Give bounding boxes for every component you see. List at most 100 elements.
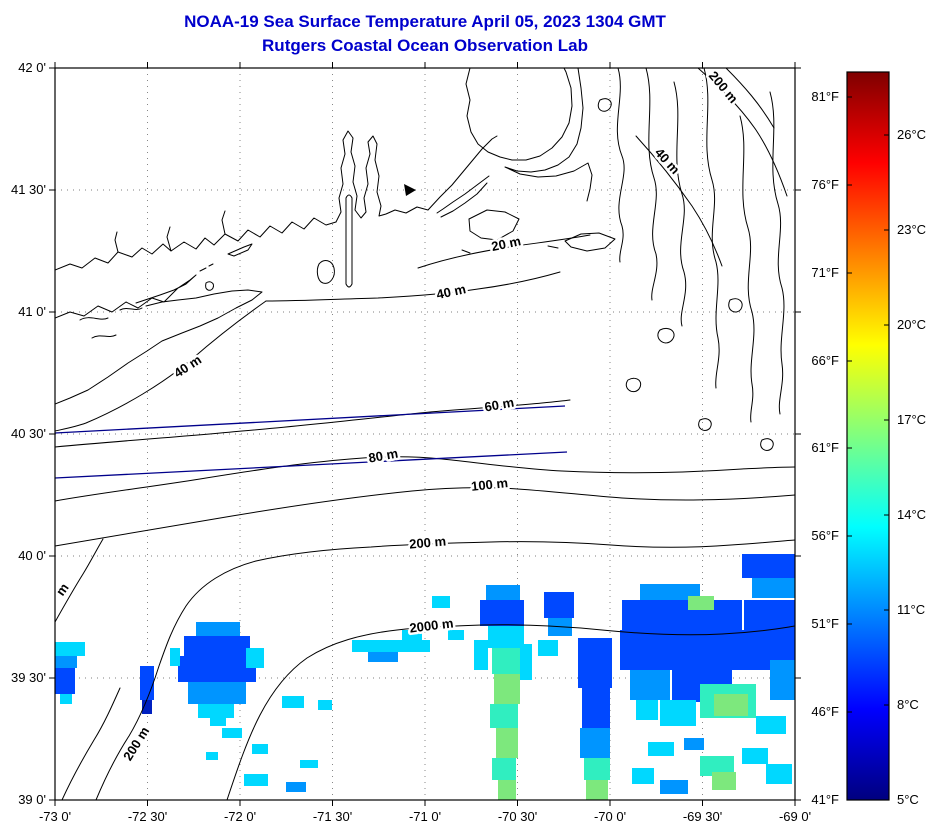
x-tick-label: -69 0'	[779, 809, 811, 824]
transect-line-lower	[55, 451, 568, 479]
sst-patch	[584, 758, 610, 780]
colorbar-f-label: 71°F	[811, 265, 839, 280]
sst-patch	[660, 700, 696, 726]
sst-patch	[520, 644, 532, 680]
contour-200m	[95, 539, 795, 800]
sst-patch	[490, 704, 518, 728]
sst-patch	[494, 674, 520, 704]
sst-patch	[636, 700, 658, 720]
colorbar-f-label: 66°F	[811, 353, 839, 368]
contour-40m-west	[55, 300, 267, 432]
y-tick-label: 41 0'	[18, 304, 46, 319]
x-tick-label: -72 30'	[128, 809, 167, 824]
sst-patch	[498, 780, 516, 800]
y-tick-label: 40 30'	[11, 426, 46, 441]
colorbar-c-label: 8°C	[897, 697, 919, 712]
sst-patch	[486, 585, 520, 602]
annotation-arrow	[404, 184, 416, 196]
sst-patch	[318, 700, 332, 710]
x-tick-label: -72 0'	[224, 809, 256, 824]
colorbar-f-label: 76°F	[811, 177, 839, 192]
sst-patch	[496, 728, 518, 758]
sst-patch	[488, 626, 524, 648]
nearshore-squiggles	[79, 307, 143, 339]
sst-patch	[352, 640, 430, 652]
sst-patch	[538, 640, 558, 656]
contour-label: 20 m	[490, 233, 522, 254]
sst-patch	[286, 782, 306, 792]
sst-patch	[170, 648, 180, 666]
coastlines	[55, 68, 616, 405]
x-tick-label: -70 30'	[498, 809, 537, 824]
sst-patch	[210, 718, 226, 726]
coast-buzzards-bay	[427, 135, 498, 211]
colorbar-c-label: 20°C	[897, 317, 926, 332]
sst-patch	[300, 760, 318, 768]
sst-patch	[700, 756, 734, 776]
x-tick-label: -71 0'	[409, 809, 441, 824]
sst-patch	[432, 596, 450, 608]
sst-patch	[252, 744, 268, 754]
sst-patch	[60, 694, 72, 704]
sst-patch	[712, 772, 736, 790]
colorbar-c-label: 14°C	[897, 507, 926, 522]
track-outline	[345, 194, 353, 288]
sst-patch	[582, 688, 610, 728]
sst-patch	[206, 752, 218, 760]
sst-patch	[140, 666, 154, 700]
contour-left-edge	[55, 538, 104, 623]
page-subtitle: Rutgers Coastal Ocean Observation Lab	[262, 36, 588, 55]
sst-patch	[688, 596, 714, 610]
sst-patch	[55, 642, 85, 656]
colorbar-celsius-scale: 26°C 23°C 20°C 17°C 14°C 11°C 8°C 5°C	[884, 127, 926, 807]
sst-patch	[766, 764, 792, 784]
sst-patch	[448, 630, 464, 640]
colorbar-f-label: 51°F	[811, 616, 839, 631]
colorbar-gradient	[846, 71, 890, 801]
contour-label: 200 m	[706, 68, 741, 106]
contour-label: 60 m	[483, 395, 515, 415]
sst-patch	[752, 578, 795, 598]
contour-label: 80 m	[367, 446, 399, 466]
sst-patch	[544, 592, 574, 618]
transect-lines	[55, 184, 568, 479]
sst-patch	[684, 738, 704, 750]
sst-patch	[244, 774, 268, 786]
island-fishers	[227, 243, 253, 257]
colorbar-f-label: 41°F	[811, 792, 839, 807]
contour-label: 2000 m	[409, 615, 455, 635]
colorbar-c-label: 23°C	[897, 222, 926, 237]
sst-patch	[648, 742, 674, 756]
sst-patch	[640, 584, 700, 602]
sst-patch	[742, 748, 768, 764]
contour-label: 200 m	[409, 533, 447, 551]
sst-patch	[184, 636, 250, 658]
islands-plum-gull	[199, 263, 214, 272]
sst-patch	[586, 780, 608, 800]
sst-patch	[246, 648, 264, 668]
contour-label: 40 m	[435, 281, 467, 302]
contour-200m-canyon	[61, 687, 121, 800]
axis-ticks	[49, 62, 801, 806]
sst-patch	[55, 668, 75, 694]
sst-patch	[622, 600, 742, 630]
colorbar: 81°F 76°F 71°F 66°F 61°F 56°F 51°F 46°F 41°F 26°…	[811, 71, 926, 807]
x-tick-label: -69 30'	[683, 809, 722, 824]
y-tick-label: 40 0'	[18, 548, 46, 563]
sst-patch	[368, 652, 398, 662]
x-tick-label: -71 30'	[313, 809, 352, 824]
islands-elizabeth	[436, 175, 490, 218]
sst-patch	[402, 630, 422, 640]
colorbar-f-label: 61°F	[811, 440, 839, 455]
sst-patch	[198, 704, 234, 718]
island-nantucket	[564, 232, 616, 252]
contour-label: 200 m	[120, 724, 152, 763]
x-tick-label: -73 0'	[39, 809, 71, 824]
y-tick-label: 39 30'	[11, 670, 46, 685]
sst-patch	[742, 554, 795, 578]
contour-label: m	[53, 580, 72, 598]
sst-patches	[55, 554, 795, 800]
colorbar-c-label: 11°C	[897, 602, 925, 617]
